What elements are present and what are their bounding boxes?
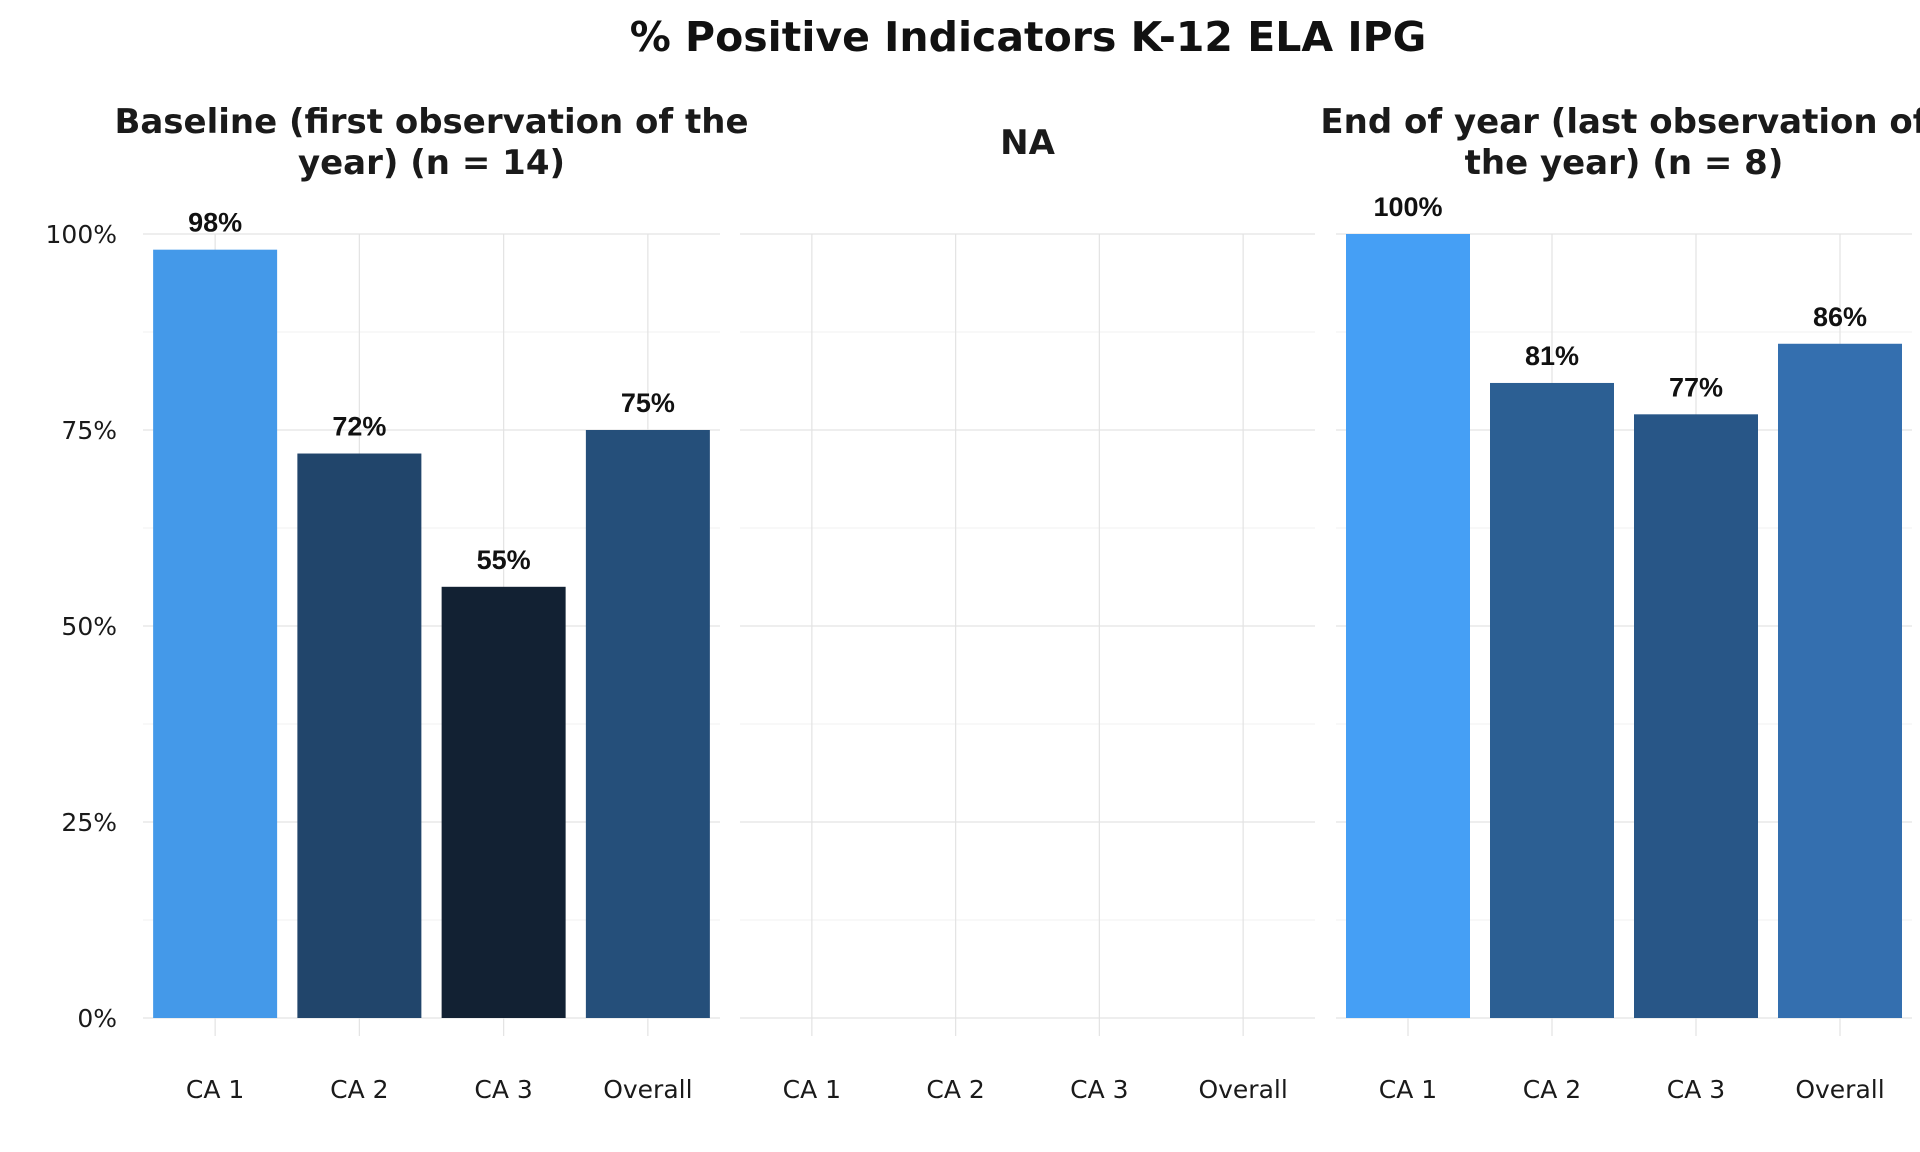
data-label: 98% xyxy=(188,208,242,238)
data-label: 81% xyxy=(1525,341,1579,371)
x-tick-label: CA 3 xyxy=(474,1075,532,1104)
facet-title-1-line-1: Baseline (first observation of the xyxy=(114,102,748,142)
x-tick-label: Overall xyxy=(1198,1075,1287,1104)
bar-3-ca-2 xyxy=(1490,382,1614,1019)
x-tick-label: Overall xyxy=(603,1075,692,1104)
x-tick-label: CA 3 xyxy=(1667,1075,1725,1104)
bar-1-ca-1 xyxy=(153,249,278,1018)
data-label: 75% xyxy=(621,388,675,418)
x-tick-label: CA 2 xyxy=(330,1075,388,1104)
x-tick-label: CA 1 xyxy=(1379,1075,1437,1104)
x-tick-label: CA 2 xyxy=(926,1075,984,1104)
y-tick-label: 25% xyxy=(61,808,117,837)
facet-title-1-line-2: year) (n = 14) xyxy=(298,143,565,183)
facet-title-2: NA xyxy=(1000,123,1055,163)
data-label: 77% xyxy=(1669,372,1723,402)
x-tick-label: CA 1 xyxy=(186,1075,244,1104)
facet-panel-2: NA CA 1 CA 2 CA 3 Overall xyxy=(740,123,1315,1104)
y-tick-label: 100% xyxy=(46,220,117,249)
chart-title: % Positive Indicators K-12 ELA IPG xyxy=(630,13,1427,61)
bar-3-ca-3 xyxy=(1634,414,1758,1018)
facet-panel-1: Baseline (first observation of theyear) … xyxy=(114,102,748,1104)
bar-1-ca-3 xyxy=(441,586,566,1018)
facet-title-3-line-2: the year) (n = 8) xyxy=(1465,143,1784,183)
data-label: 86% xyxy=(1813,302,1867,332)
y-tick-label: 75% xyxy=(61,416,117,445)
bar-3-ca-1 xyxy=(1346,234,1470,1018)
data-label: 100% xyxy=(1373,192,1442,222)
bar-1-overall xyxy=(585,430,710,1018)
x-tick-label: CA 2 xyxy=(1523,1075,1581,1104)
x-tick-label: CA 3 xyxy=(1070,1075,1128,1104)
bar-3-overall xyxy=(1778,343,1902,1018)
facet-title-3-line-1: End of year (last observation of xyxy=(1320,102,1920,142)
x-tick-label: Overall xyxy=(1795,1075,1884,1104)
data-label: 72% xyxy=(332,412,386,442)
plot-area: Baseline (first observation of theyear) … xyxy=(46,102,1920,1104)
x-tick-label: CA 1 xyxy=(783,1075,841,1104)
y-tick-label: 0% xyxy=(77,1004,117,1033)
data-label: 55% xyxy=(477,545,531,575)
bar-1-ca-2 xyxy=(297,453,422,1018)
y-tick-label: 50% xyxy=(61,612,117,641)
